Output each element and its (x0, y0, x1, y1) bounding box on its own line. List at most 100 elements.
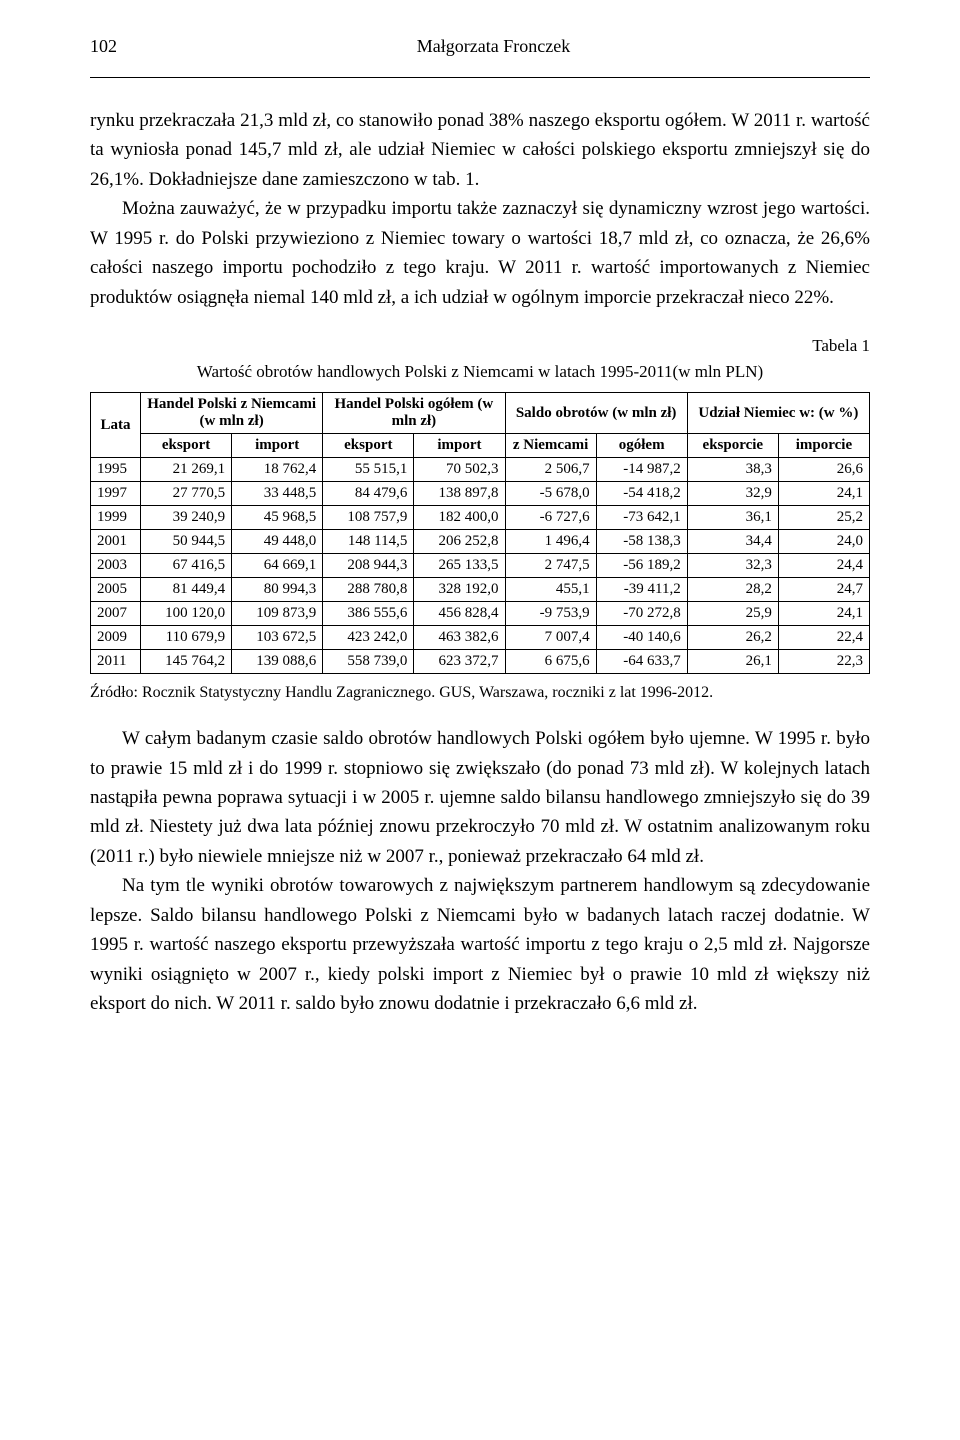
table-cell: 2007 (91, 602, 141, 626)
table-cell: 182 400,0 (414, 506, 505, 530)
table-cell: 49 448,0 (232, 530, 323, 554)
table-cell: 32,3 (687, 554, 778, 578)
table-row: 2009110 679,9103 672,5423 242,0463 382,6… (91, 626, 870, 650)
table-cell: 2011 (91, 650, 141, 674)
th-group-4: Udział Niemiec w: (w %) (687, 393, 869, 434)
table-cell: 2003 (91, 554, 141, 578)
table-cell: 145 764,2 (141, 650, 232, 674)
table-row: 200367 416,564 669,1208 944,3265 133,52 … (91, 554, 870, 578)
table-cell: 100 120,0 (141, 602, 232, 626)
table-row: 2007100 120,0109 873,9386 555,6456 828,4… (91, 602, 870, 626)
table-cell: 22,3 (778, 650, 869, 674)
table-cell: 26,1 (687, 650, 778, 674)
table-cell: -40 140,6 (596, 626, 687, 650)
table-cell: 34,4 (687, 530, 778, 554)
table-cell: 148 114,5 (323, 530, 414, 554)
table-cell: 288 780,8 (323, 578, 414, 602)
table-cell: 39 240,9 (141, 506, 232, 530)
table-cell: 84 479,6 (323, 482, 414, 506)
table-cell: 386 555,6 (323, 602, 414, 626)
table-cell: 423 242,0 (323, 626, 414, 650)
table-cell: 24,7 (778, 578, 869, 602)
table-source: Źródło: Rocznik Statystyczny Handlu Zagr… (90, 684, 870, 702)
table-row: 199521 269,118 762,455 515,170 502,32 50… (91, 458, 870, 482)
table-label: Tabela 1 (90, 336, 870, 356)
table-cell: -6 727,6 (505, 506, 596, 530)
table-row: 200581 449,480 994,3288 780,8328 192,045… (91, 578, 870, 602)
table-body: 199521 269,118 762,455 515,170 502,32 50… (91, 458, 870, 674)
th-eksporcie: eksporcie (687, 434, 778, 458)
table-cell: 32,9 (687, 482, 778, 506)
table-cell: 81 449,4 (141, 578, 232, 602)
data-table: Lata Handel Polski z Niemcami (w mln zł)… (90, 392, 870, 674)
table-cell: 67 416,5 (141, 554, 232, 578)
table-head: Lata Handel Polski z Niemcami (w mln zł)… (91, 393, 870, 458)
paragraph-3: W całym badanym czasie saldo obrotów han… (90, 724, 870, 871)
table-cell: 24,4 (778, 554, 869, 578)
table-cell: 558 739,0 (323, 650, 414, 674)
table-cell: 26,6 (778, 458, 869, 482)
table-cell: 24,0 (778, 530, 869, 554)
page-number: 102 (90, 36, 117, 57)
table-cell: 208 944,3 (323, 554, 414, 578)
th-imporcie: imporcie (778, 434, 869, 458)
table-cell: 265 133,5 (414, 554, 505, 578)
th-group-2: Handel Polski ogółem (w mln zł) (323, 393, 505, 434)
th-import-1: import (232, 434, 323, 458)
table-cell: 206 252,8 (414, 530, 505, 554)
table-cell: -58 138,3 (596, 530, 687, 554)
table-cell: -70 272,8 (596, 602, 687, 626)
table-cell: 108 757,9 (323, 506, 414, 530)
table-cell: 2005 (91, 578, 141, 602)
table-cell: 2009 (91, 626, 141, 650)
table-cell: 1999 (91, 506, 141, 530)
page: 102 Małgorzata Fronczek rynku przekracza… (0, 0, 960, 1440)
table-cell: 28,2 (687, 578, 778, 602)
table-cell: 455,1 (505, 578, 596, 602)
th-import-2: import (414, 434, 505, 458)
th-lata: Lata (91, 393, 141, 458)
table-cell: 25,2 (778, 506, 869, 530)
table-cell: 25,9 (687, 602, 778, 626)
th-eksport-2: eksport (323, 434, 414, 458)
th-zniemcami: z Niemcami (505, 434, 596, 458)
th-eksport-1: eksport (141, 434, 232, 458)
th-group-1: Handel Polski z Niemcami (w mln zł) (141, 393, 323, 434)
header-rule (90, 77, 870, 78)
table-cell: -73 642,1 (596, 506, 687, 530)
table-cell: 50 944,5 (141, 530, 232, 554)
table-row: 200150 944,549 448,0148 114,5206 252,81 … (91, 530, 870, 554)
table-cell: -14 987,2 (596, 458, 687, 482)
table-cell: -39 411,2 (596, 578, 687, 602)
table-cell: 456 828,4 (414, 602, 505, 626)
table-cell: 6 675,6 (505, 650, 596, 674)
table-cell: 55 515,1 (323, 458, 414, 482)
table-cell: -9 753,9 (505, 602, 596, 626)
running-header: 102 Małgorzata Fronczek (90, 36, 870, 57)
table-cell: 110 679,9 (141, 626, 232, 650)
table-cell: 27 770,5 (141, 482, 232, 506)
table-cell: 139 088,6 (232, 650, 323, 674)
table-cell: 1995 (91, 458, 141, 482)
table-cell: 24,1 (778, 482, 869, 506)
table-cell: 328 192,0 (414, 578, 505, 602)
table-cell: 1 496,4 (505, 530, 596, 554)
table-cell: -5 678,0 (505, 482, 596, 506)
table-cell: 33 448,5 (232, 482, 323, 506)
table-cell: 64 669,1 (232, 554, 323, 578)
paragraph-2: Można zauważyć, że w przypadku importu t… (90, 194, 870, 312)
table-row: 199939 240,945 968,5108 757,9182 400,0-6… (91, 506, 870, 530)
table-row: 199727 770,533 448,584 479,6138 897,8-5 … (91, 482, 870, 506)
th-ogolem: ogółem (596, 434, 687, 458)
table-cell: 463 382,6 (414, 626, 505, 650)
table-cell: -64 633,7 (596, 650, 687, 674)
table-cell: -56 189,2 (596, 554, 687, 578)
table-cell: 36,1 (687, 506, 778, 530)
table-cell: 38,3 (687, 458, 778, 482)
table-row: 2011145 764,2139 088,6558 739,0623 372,7… (91, 650, 870, 674)
table-cell: 1997 (91, 482, 141, 506)
th-group-3: Saldo obrotów (w mln zł) (505, 393, 687, 434)
table-caption: Wartość obrotów handlowych Polski z Niem… (90, 362, 870, 382)
table-cell: 103 672,5 (232, 626, 323, 650)
table-cell: 623 372,7 (414, 650, 505, 674)
